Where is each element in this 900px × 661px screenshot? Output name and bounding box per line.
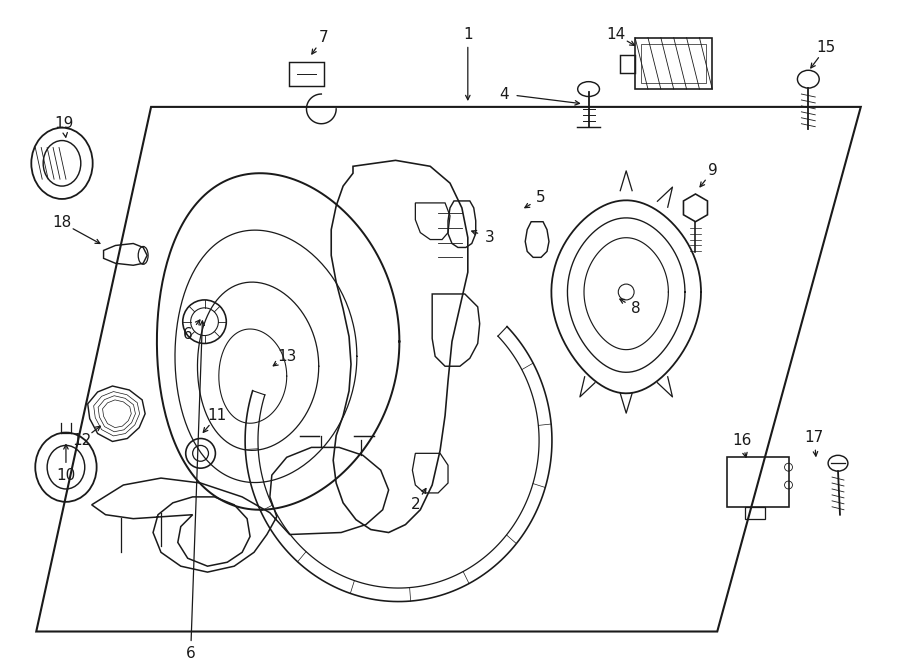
Text: 8: 8 <box>631 301 641 317</box>
Text: 18: 18 <box>52 215 72 230</box>
Text: 10: 10 <box>57 467 76 483</box>
Text: 2: 2 <box>410 497 420 512</box>
Text: 16: 16 <box>733 433 751 448</box>
Text: 12: 12 <box>72 433 92 448</box>
Text: 6: 6 <box>183 327 193 342</box>
Text: 3: 3 <box>485 230 494 245</box>
Text: 14: 14 <box>607 27 625 42</box>
Text: 6: 6 <box>185 646 195 661</box>
Text: 4: 4 <box>500 87 509 102</box>
Text: 17: 17 <box>805 430 824 445</box>
Text: 13: 13 <box>277 349 296 364</box>
Text: 19: 19 <box>54 116 74 132</box>
Text: 1: 1 <box>463 27 473 42</box>
Text: 9: 9 <box>708 163 718 178</box>
Text: 11: 11 <box>208 408 227 423</box>
Text: 7: 7 <box>319 30 328 45</box>
Text: 15: 15 <box>816 40 836 55</box>
Text: 5: 5 <box>536 190 546 206</box>
